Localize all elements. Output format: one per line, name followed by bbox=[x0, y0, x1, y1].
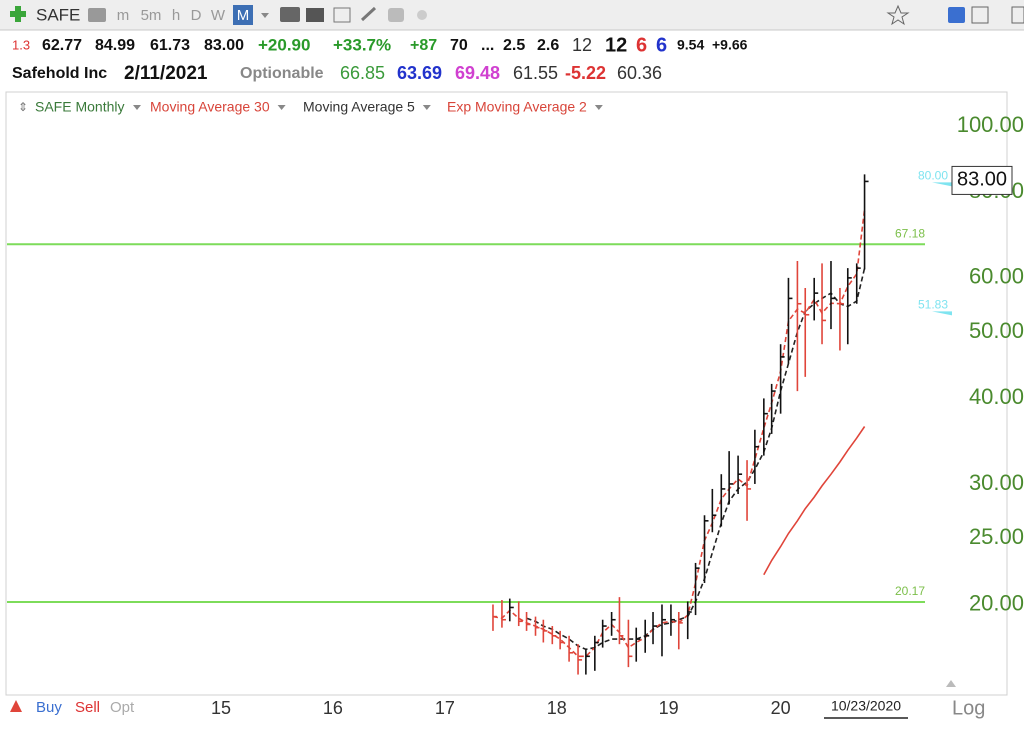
add-icon[interactable] bbox=[10, 6, 26, 22]
interval-button[interactable]: 5m bbox=[141, 7, 162, 24]
info-field: -5.22 bbox=[565, 63, 606, 83]
icon[interactable] bbox=[360, 6, 377, 22]
side-marker bbox=[932, 311, 952, 316]
quote-field: +9.66 bbox=[712, 37, 748, 53]
info-field: 61.55 bbox=[513, 63, 558, 83]
legend-arrows: ⇕ bbox=[18, 100, 28, 114]
y-tick-label: 50.00 bbox=[969, 318, 1024, 343]
indicator-line bbox=[763, 426, 866, 576]
quote-field: 6 bbox=[656, 34, 667, 56]
x-tick-label: 16 bbox=[323, 698, 343, 718]
symbol-legend[interactable]: SAFE Monthly bbox=[35, 99, 124, 115]
y-tick-label: 60.00 bbox=[969, 264, 1024, 289]
cursor-date: 10/23/2020 bbox=[831, 698, 901, 714]
symbol[interactable]: SAFE bbox=[36, 5, 80, 24]
side-marker bbox=[932, 182, 952, 187]
quote-field: 70 bbox=[450, 37, 468, 54]
quote-field: 83.00 bbox=[204, 37, 244, 54]
quote-field: 9.54 bbox=[677, 37, 704, 53]
quote-field: +33.7% bbox=[333, 35, 391, 54]
icon[interactable] bbox=[280, 7, 300, 22]
x-tick-label: 19 bbox=[659, 698, 679, 718]
legend-entry[interactable]: Moving Average 5 bbox=[303, 99, 415, 115]
interval-button[interactable]: D bbox=[191, 7, 202, 24]
y-tick-label: 40.00 bbox=[969, 384, 1024, 409]
icon[interactable] bbox=[971, 6, 989, 24]
legend-entry[interactable]: Moving Average 30 bbox=[150, 99, 270, 115]
icon[interactable] bbox=[88, 8, 106, 22]
y-tick-label: 25.00 bbox=[969, 524, 1024, 549]
icon[interactable] bbox=[1011, 6, 1024, 24]
dropdown-arrow[interactable] bbox=[261, 13, 269, 18]
last-price-label: 83.00 bbox=[957, 169, 1007, 191]
info-field: 60.36 bbox=[617, 63, 662, 83]
quote-field: 6 bbox=[636, 34, 647, 56]
dropdown-arrow[interactable] bbox=[133, 105, 141, 110]
interval-button[interactable]: W bbox=[211, 7, 226, 24]
quote-field: 62.77 bbox=[42, 37, 82, 54]
indicator-line bbox=[492, 209, 866, 658]
x-tick-label: 17 bbox=[435, 698, 455, 718]
side-marker-label: 80.00 bbox=[918, 169, 948, 183]
quote-field: +87 bbox=[410, 37, 437, 54]
price-line-label: 67.18 bbox=[895, 226, 925, 240]
quote-field: 2.6 bbox=[537, 37, 559, 54]
y-tick-label: 20.00 bbox=[969, 590, 1024, 615]
dropdown-arrow[interactable] bbox=[277, 105, 286, 110]
x-tick-label: 15 bbox=[211, 698, 231, 718]
info-field: 63.69 bbox=[397, 63, 442, 83]
chart-frame bbox=[5, 91, 1008, 696]
quote-field: 61.73 bbox=[150, 37, 190, 54]
interval-active-bg bbox=[233, 5, 253, 25]
icon[interactable] bbox=[388, 8, 404, 22]
price-line-label: 20.17 bbox=[895, 584, 925, 598]
quote-field: 12 bbox=[605, 34, 627, 56]
info-field: 69.48 bbox=[455, 63, 500, 83]
info-field: 66.85 bbox=[340, 63, 385, 83]
quote-field: 84.99 bbox=[95, 37, 135, 54]
dropdown-arrow[interactable] bbox=[594, 105, 603, 110]
quote-field: 1.3 bbox=[12, 37, 30, 52]
quote-field: 2.5 bbox=[503, 37, 525, 54]
footer-button[interactable]: Buy bbox=[36, 699, 62, 716]
icon[interactable] bbox=[417, 10, 427, 20]
info-field: Optionable bbox=[240, 65, 324, 82]
y-tick-label: 100.00 bbox=[957, 112, 1024, 137]
icon[interactable] bbox=[333, 7, 351, 23]
legend-entry[interactable]: Exp Moving Average 2 bbox=[447, 99, 587, 115]
last-price-box bbox=[951, 165, 1013, 195]
dropdown-arrow[interactable] bbox=[422, 105, 431, 110]
y-tick-label: 30.00 bbox=[969, 470, 1024, 495]
toolbar-bg bbox=[0, 0, 1024, 30]
x-tick-label: 20 bbox=[771, 698, 791, 718]
footer-button[interactable]: Sell bbox=[75, 699, 100, 716]
star-icon[interactable] bbox=[886, 4, 910, 26]
side-marker-label: 51.83 bbox=[918, 298, 948, 312]
info-field: 2/11/2021 bbox=[124, 63, 208, 84]
scroll-arrow[interactable] bbox=[946, 680, 956, 687]
interval-button[interactable]: h bbox=[172, 7, 180, 24]
quote-field: 12 bbox=[572, 35, 592, 55]
x-tick-label: 18 bbox=[547, 698, 567, 718]
footer-button[interactable]: Opt bbox=[110, 699, 135, 716]
info-field: Safehold Inc bbox=[12, 65, 107, 82]
interval-button[interactable]: M bbox=[237, 7, 250, 24]
icon[interactable] bbox=[306, 8, 324, 22]
scale-toggle[interactable]: Log bbox=[952, 697, 985, 719]
footer-icon[interactable] bbox=[10, 700, 22, 712]
interval-button[interactable]: m bbox=[117, 7, 130, 24]
quote-field: ... bbox=[481, 37, 494, 54]
icon[interactable] bbox=[948, 7, 965, 23]
quote-field: +20.90 bbox=[258, 35, 310, 54]
